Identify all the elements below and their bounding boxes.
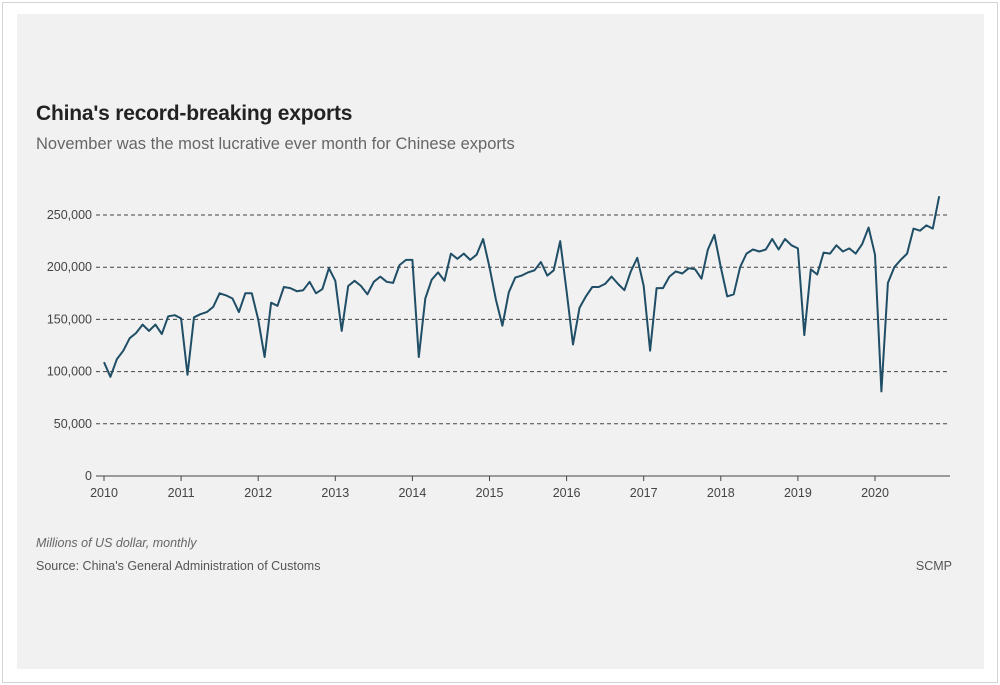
y-tick-label: 50,000 (54, 417, 92, 431)
x-tick-label: 2013 (321, 486, 349, 500)
y-tick-label: 200,000 (47, 260, 92, 274)
exports-line (103, 196, 941, 393)
units-note: Millions of US dollar, monthly (36, 536, 197, 550)
chart-subtitle: November was the most lucrative ever mon… (36, 135, 515, 153)
x-tick-label: 2016 (553, 486, 581, 500)
y-tick-label: 250,000 (47, 208, 92, 222)
y-tick-label: 0 (85, 469, 92, 483)
x-tick-label: 2019 (784, 486, 812, 500)
brand-label: SCMP (915, 559, 952, 573)
chart-card (17, 14, 984, 669)
x-tick-label: 2011 (168, 486, 195, 500)
y-tick-label: 100,000 (47, 365, 92, 379)
x-tick-label: 2015 (476, 486, 504, 500)
x-tick-label: 2014 (398, 486, 426, 500)
x-tick-label: 2020 (861, 486, 889, 500)
x-tick-label: 2012 (244, 486, 272, 500)
x-tick-label: 2018 (707, 486, 735, 500)
y-tick-label: 150,000 (47, 312, 92, 326)
chart-title: China's record-breaking exports (36, 102, 353, 125)
source-note: Source: China's General Administration o… (36, 559, 321, 573)
x-tick-label: 2017 (630, 486, 658, 500)
x-tick-label: 2010 (90, 486, 118, 500)
